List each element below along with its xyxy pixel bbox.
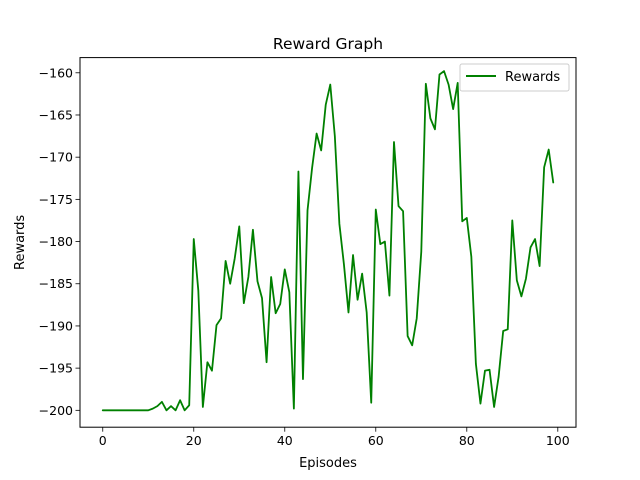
y-tick-label: −200 [39, 403, 73, 418]
x-axis-ticks: 0 20 40 60 80 100 [99, 427, 570, 448]
y-tick-label: −170 [39, 150, 73, 165]
legend-label: Rewards [505, 70, 560, 85]
x-tick-label: 60 [368, 433, 384, 448]
y-axis-ticks: −200 −195 −190 −185 −180 −175 −170 −165 −160 [39, 65, 80, 418]
legend-box [459, 63, 570, 92]
plot-frame [79, 57, 577, 428]
series-layer [101, 70, 555, 412]
y-tick-label: −180 [39, 234, 73, 249]
x-tick-label: 80 [459, 433, 475, 448]
legend: Rewards [459, 63, 570, 92]
x-tick-label: 0 [99, 433, 107, 448]
series-line-rewards [101, 70, 555, 412]
x-tick-label: 20 [186, 433, 202, 448]
x-axis-label: Episodes [299, 456, 357, 471]
y-tick-label: −165 [39, 107, 73, 122]
y-tick-label: −175 [39, 192, 73, 207]
x-tick-label: 40 [277, 433, 293, 448]
y-tick-label: −185 [39, 276, 73, 291]
y-tick-label: −160 [39, 65, 73, 80]
plot-area [80, 57, 576, 428]
y-tick-label: −195 [39, 361, 73, 376]
chart-title: Reward Graph [273, 35, 383, 53]
y-axis-label: Rewards [13, 215, 28, 270]
y-tick-label: −190 [39, 318, 73, 333]
x-tick-label: 100 [546, 433, 570, 448]
